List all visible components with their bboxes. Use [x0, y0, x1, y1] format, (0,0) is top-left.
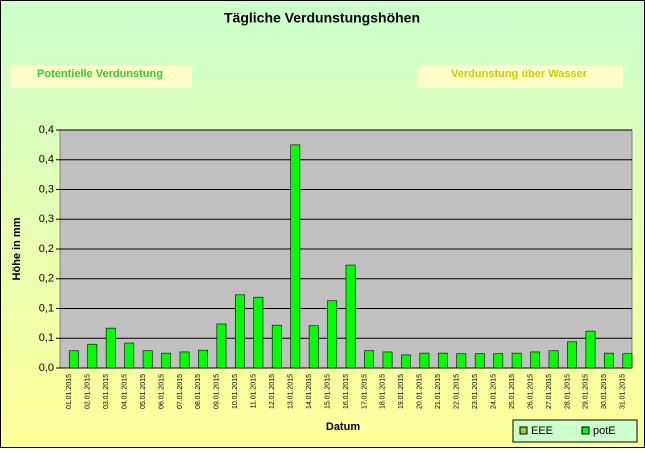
bar: [161, 352, 172, 369]
x-tick-label: 07.01.2015: [177, 374, 184, 409]
bar: [511, 352, 522, 369]
x-tick-label: 25.01.2015: [509, 374, 516, 409]
bar: [271, 324, 282, 369]
bar: [179, 351, 190, 369]
bar: [290, 144, 301, 369]
x-tick-label: 12.01.2015: [269, 374, 276, 409]
x-tick-label: 21.01.2015: [435, 374, 442, 409]
x-tick-label: 26.01.2015: [527, 374, 534, 409]
legend-swatch: [519, 426, 528, 435]
x-tick-label: 11.01.2015: [251, 374, 258, 409]
annotation: Potentielle Verdunstung: [37, 68, 163, 80]
x-tick-label: 05.01.2015: [140, 374, 147, 409]
x-tick-label: 20.01.2015: [417, 374, 424, 409]
x-tick-label: 29.01.2015: [583, 374, 590, 409]
y-tick-label: 0,3: [39, 183, 54, 195]
legend-label: EEE: [531, 425, 553, 437]
annotation: Verdunstung über Wasser: [451, 68, 588, 80]
bar: [567, 341, 577, 369]
bar: [456, 353, 467, 369]
bar: [105, 327, 116, 369]
bar: [345, 264, 356, 369]
bar: [364, 350, 374, 369]
bar: [493, 353, 504, 369]
bar: [474, 353, 485, 369]
x-tick-label: 17.01.2015: [361, 374, 368, 409]
bar: [437, 352, 448, 369]
legend-label: potE: [593, 425, 616, 437]
x-tick-label: 30.01.2015: [601, 374, 608, 409]
legend-swatch: [581, 426, 590, 435]
y-tick-label: 0,2: [39, 273, 54, 285]
bar: [308, 325, 319, 369]
bar: [382, 351, 393, 369]
bar: [124, 342, 135, 369]
x-tick-label: 15.01.2015: [324, 374, 331, 409]
bar: [327, 300, 338, 369]
x-tick-label: 14.01.2015: [306, 374, 313, 409]
bar: [548, 350, 559, 369]
x-tick-label: 03.01.2015: [103, 374, 110, 409]
bar: [142, 350, 153, 369]
x-tick-label: 08.01.2015: [195, 374, 202, 409]
bar: [87, 343, 98, 369]
x-tick-label: 24.01.2015: [490, 374, 497, 409]
bar: [216, 323, 227, 369]
legend: [512, 419, 638, 443]
x-tick-label: 04.01.2015: [121, 374, 128, 409]
x-tick-label: 27.01.2015: [546, 374, 553, 409]
bar: [234, 294, 245, 369]
bar: [622, 353, 633, 369]
x-tick-label: 02.01.2015: [85, 374, 92, 409]
x-tick-label: 09.01.2015: [214, 374, 221, 409]
y-tick-label: 0,1: [39, 332, 54, 344]
bar: [530, 351, 541, 369]
bar: [585, 330, 596, 369]
x-tick-label: 28.01.2015: [564, 374, 571, 409]
y-tick-label: 0,3: [39, 213, 54, 225]
annotation-box: [417, 65, 623, 88]
y-axis-label: Höhe in mm: [11, 217, 23, 280]
x-tick-label: 18.01.2015: [380, 374, 387, 409]
x-tick-label: 10.01.2015: [232, 374, 239, 409]
x-tick-label: 19.01.2015: [398, 374, 405, 409]
annotation-box: [10, 65, 192, 88]
bar: [198, 349, 208, 369]
x-tick-label: 06.01.2015: [158, 374, 165, 409]
chart-title: Tägliche Verdunstungshöhen: [224, 10, 420, 26]
bar: [68, 350, 79, 369]
y-tick-label: 0,0: [39, 362, 54, 374]
y-tick-label: 0,1: [39, 302, 54, 314]
bar: [253, 296, 264, 369]
bar: [401, 354, 411, 369]
x-tick-label: 22.01.2015: [454, 374, 461, 409]
bar: [604, 352, 614, 369]
y-tick-label: 0,4: [39, 124, 54, 136]
x-tick-label: 13.01.2015: [287, 374, 294, 409]
bar: [419, 352, 430, 369]
x-axis-label: Datum: [326, 421, 360, 433]
y-tick-label: 0,2: [39, 243, 54, 255]
x-tick-label: 16.01.2015: [343, 374, 350, 409]
x-tick-label: 23.01.2015: [472, 374, 479, 409]
y-tick-label: 0,4: [39, 154, 54, 166]
x-tick-label: 01.01.2015: [66, 374, 73, 409]
x-tick-label: 31.01.2015: [620, 374, 627, 409]
